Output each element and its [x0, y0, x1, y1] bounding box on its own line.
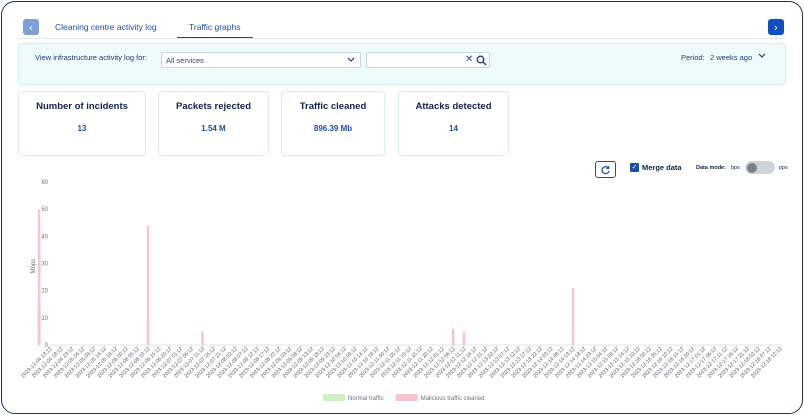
period-select[interactable]: 2 weeks ago — [710, 52, 767, 62]
tab-traffic-graphs[interactable]: Traffic graphs — [177, 16, 253, 38]
toggle-knob — [747, 162, 757, 173]
y-tick-label: 40 — [41, 234, 48, 240]
chevron-right-icon: › — [773, 20, 779, 34]
legend-swatch — [395, 394, 418, 401]
card-value: 14 — [449, 124, 458, 133]
service-filter-label: View infrastructure activity log for: — [35, 53, 147, 62]
service-select[interactable]: All services — [161, 52, 361, 68]
chart-bar — [462, 331, 466, 345]
search-input[interactable] — [370, 56, 460, 71]
service-select-value: All services — [166, 56, 204, 65]
y-tick-label: 30 — [41, 262, 48, 268]
card-title: Traffic cleaned — [299, 101, 367, 112]
data-mode-toggle[interactable] — [745, 161, 775, 174]
incidents-card: Number of incidents 13 — [18, 91, 146, 156]
search-icon[interactable] — [476, 55, 487, 66]
chart-bar — [571, 287, 575, 345]
y-tick-label: 10 — [41, 316, 48, 322]
close-icon[interactable]: ✕ — [465, 54, 474, 65]
chevron-left-icon: ‹ — [28, 20, 34, 34]
legend-swatch — [323, 394, 345, 401]
card-title: Packets rejected — [176, 101, 251, 112]
tab-cleaning-centre-activity-log[interactable]: Cleaning centre activity log — [55, 22, 157, 32]
y-tick-label: 0 — [45, 343, 49, 349]
chart-bar — [37, 334, 41, 345]
tab-divider — [18, 38, 786, 39]
legend-label: Normal traffic — [348, 396, 384, 402]
previous-button[interactable]: ‹ — [23, 19, 39, 35]
card-value: 896.39 Mb — [313, 124, 353, 133]
refresh-icon — [601, 165, 610, 174]
chart-bar — [201, 331, 204, 345]
filter-bar: View infrastructure activity log for: Al… — [18, 43, 786, 85]
packets-rejected-card: Packets rejected 1.54 M — [158, 91, 269, 156]
chevron-down-icon — [758, 53, 766, 58]
chart-bar — [37, 304, 41, 345]
traffic-cleaned-card: Traffic cleaned 896.39 Mb — [281, 91, 385, 156]
period-label: Period: — [681, 53, 705, 62]
mode-bps-label: bps — [731, 165, 740, 171]
y-tick-label: 20 — [41, 289, 48, 295]
card-title: Number of incidents — [36, 101, 128, 112]
merge-data-checkbox[interactable]: ✓ — [630, 163, 639, 172]
data-mode-label: Data mode: — [696, 165, 726, 171]
chevron-down-icon — [347, 57, 355, 62]
legend-label: Malicious traffic cleaned — [421, 396, 485, 402]
refresh-button[interactable] — [595, 161, 616, 178]
attacks-detected-card: Attacks detected 14 — [398, 91, 509, 156]
merge-data-label: Merge data — [642, 163, 682, 172]
y-tick-label: 50 — [41, 207, 48, 213]
search-field[interactable]: ✕ — [366, 52, 490, 71]
chart-bar — [451, 328, 455, 345]
card-value: 13 — [77, 124, 87, 133]
chart-bar — [146, 225, 150, 345]
period-select-value: 2 weeks ago — [710, 53, 753, 62]
next-button[interactable]: › — [768, 19, 784, 35]
y-axis-label: Mbps — [31, 259, 37, 274]
y-tick-label: 60 — [41, 180, 48, 186]
mode-pps-label: pps — [779, 165, 788, 171]
card-value: 1.54 M — [201, 124, 226, 133]
chart-bar — [37, 209, 41, 345]
card-title: Attacks detected — [415, 101, 492, 112]
